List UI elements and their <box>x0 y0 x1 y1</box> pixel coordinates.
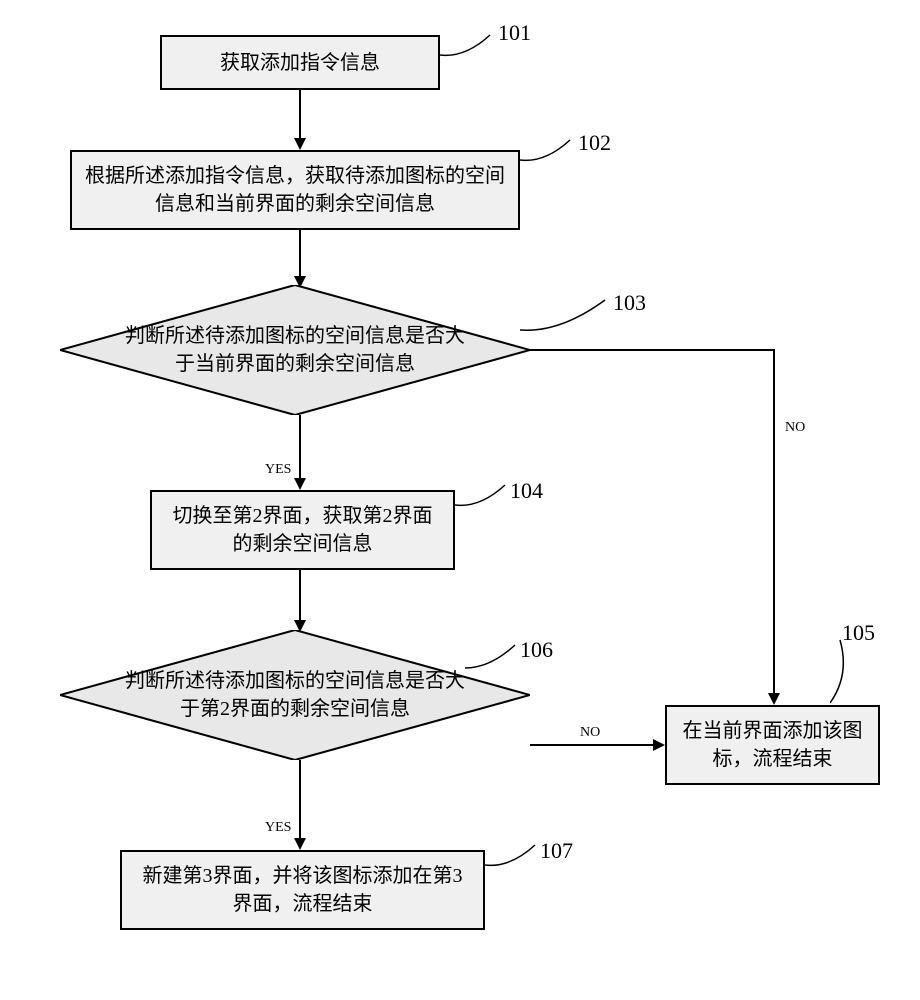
arrow-103-104 <box>294 478 306 490</box>
edge-106-105 <box>530 744 655 746</box>
arrow-106-107 <box>294 838 306 850</box>
label-103: 103 <box>613 290 646 316</box>
node-103-text: 判断所述待添加图标的空间信息是否大于当前界面的剩余空间信息 <box>125 322 465 378</box>
node-107-text: 新建第3界面，并将该图标添加在第3界面，流程结束 <box>134 862 471 918</box>
callout-102 <box>520 135 580 165</box>
node-107: 新建第3界面，并将该图标添加在第3界面，流程结束 <box>120 850 485 930</box>
callout-107 <box>485 840 545 870</box>
node-102: 根据所述添加指令信息，获取待添加图标的空间信息和当前界面的剩余空间信息 <box>70 150 520 230</box>
node-103: 判断所述待添加图标的空间信息是否大于当前界面的剩余空间信息 <box>60 285 530 415</box>
label-102: 102 <box>578 130 611 156</box>
node-101-text: 获取添加指令信息 <box>220 49 380 77</box>
node-104-text: 切换至第2界面，获取第2界面的剩余空间信息 <box>164 502 441 558</box>
arrow-106-105 <box>653 739 665 751</box>
node-104: 切换至第2界面，获取第2界面的剩余空间信息 <box>150 490 455 570</box>
callout-103 <box>520 295 615 335</box>
node-105-text: 在当前界面添加该图标，流程结束 <box>679 717 866 773</box>
edge-102-103 <box>299 230 301 278</box>
edge-106-107 <box>299 760 301 840</box>
node-106-text: 判断所述待添加图标的空间信息是否大于第2界面的剩余空间信息 <box>125 667 465 723</box>
edge-label-yes-1: YES <box>265 462 291 478</box>
edge-104-106 <box>299 570 301 622</box>
label-105: 105 <box>842 620 875 646</box>
label-101: 101 <box>498 20 531 46</box>
edge-103-105-v <box>773 349 775 695</box>
edge-103-104 <box>299 415 301 480</box>
edge-101-102 <box>299 90 301 140</box>
label-104: 104 <box>510 478 543 504</box>
node-102-text: 根据所述添加指令信息，获取待添加图标的空间信息和当前界面的剩余空间信息 <box>84 162 506 218</box>
arrow-101-102 <box>294 138 306 150</box>
edge-103-105-h <box>530 349 775 351</box>
node-105: 在当前界面添加该图标，流程结束 <box>665 705 880 785</box>
edge-label-yes-2: YES <box>265 820 291 836</box>
node-101: 获取添加指令信息 <box>160 35 440 90</box>
callout-101 <box>440 30 500 60</box>
callout-104 <box>455 480 515 510</box>
edge-label-no-2: NO <box>580 725 600 741</box>
edge-label-no-1: NO <box>785 420 805 436</box>
flowchart-container: 获取添加指令信息 101 根据所述添加指令信息，获取待添加图标的空间信息和当前界… <box>20 20 900 980</box>
label-107: 107 <box>540 838 573 864</box>
arrow-103-105 <box>768 693 780 705</box>
node-106: 判断所述待添加图标的空间信息是否大于第2界面的剩余空间信息 <box>60 630 530 760</box>
